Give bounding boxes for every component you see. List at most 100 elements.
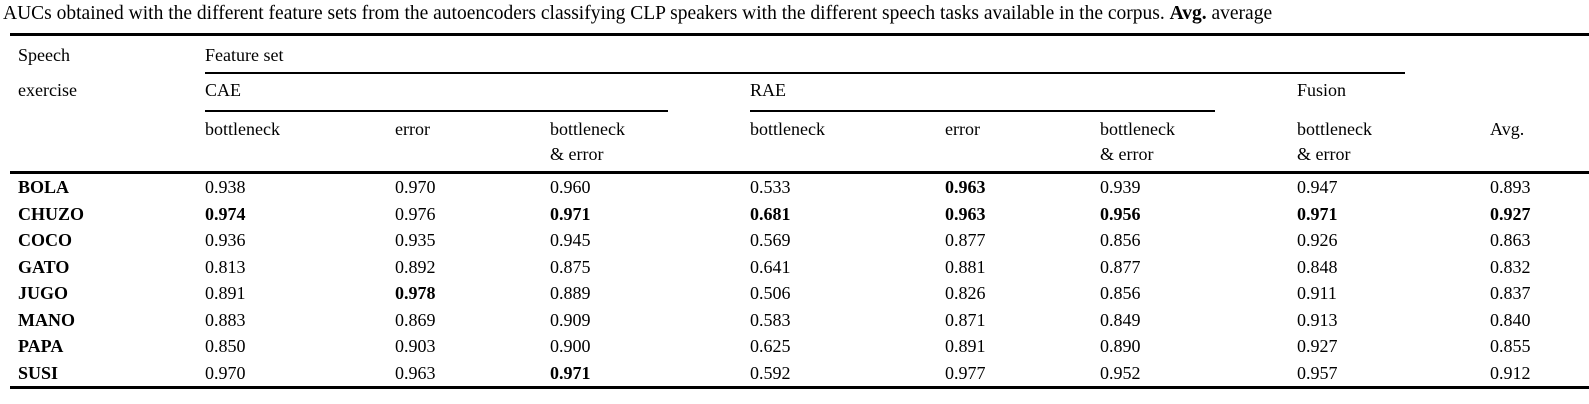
auc-value: 0.935 bbox=[395, 230, 436, 250]
auc-value: 0.837 bbox=[1490, 283, 1531, 303]
auc-value: 0.974 bbox=[205, 203, 246, 224]
group-header-cae: CAE bbox=[205, 74, 750, 112]
auc-value: 0.625 bbox=[750, 336, 791, 356]
auc-value: 0.900 bbox=[550, 336, 591, 356]
auc-value: 0.936 bbox=[205, 230, 246, 250]
auc-value: 0.971 bbox=[550, 203, 591, 224]
auc-value: 0.506 bbox=[750, 283, 791, 303]
auc-value: 0.891 bbox=[945, 336, 986, 356]
auc-value: 0.903 bbox=[395, 336, 436, 356]
auc-value: 0.892 bbox=[395, 256, 436, 277]
task-label: MANO bbox=[18, 309, 75, 330]
auc-value: 0.890 bbox=[1100, 336, 1141, 356]
auc-value: 0.956 bbox=[1100, 203, 1141, 224]
auc-value: 0.592 bbox=[750, 359, 945, 389]
auc-value: 0.881 bbox=[945, 256, 986, 277]
auc-value: 0.911 bbox=[1297, 283, 1337, 303]
table-row: GATO 0.813 0.892 0.875 0.641 0.881 0.877… bbox=[10, 254, 1589, 281]
auc-value: 0.813 bbox=[205, 256, 246, 277]
subheader-cae-bottleneck-error: bottleneck & error bbox=[550, 112, 750, 174]
auc-value: 0.963 bbox=[945, 177, 986, 197]
table-row: CHUZO 0.974 0.976 0.971 0.681 0.963 0.95… bbox=[10, 201, 1589, 228]
auc-value: 0.970 bbox=[395, 177, 436, 197]
table-row: COCO 0.936 0.935 0.945 0.569 0.877 0.856… bbox=[10, 227, 1589, 254]
table-row: PAPA 0.850 0.903 0.900 0.625 0.891 0.890… bbox=[10, 333, 1589, 360]
avg-header-spacer2 bbox=[1490, 74, 1589, 112]
table-row: SUSI 0.970 0.963 0.971 0.592 0.977 0.952… bbox=[10, 359, 1589, 389]
auc-value: 0.855 bbox=[1490, 336, 1531, 356]
table-row: JUGO 0.891 0.978 0.889 0.506 0.826 0.856… bbox=[10, 280, 1589, 307]
subheader-avg: Avg. bbox=[1490, 112, 1589, 174]
auc-value: 0.952 bbox=[1100, 359, 1297, 389]
auc-value: 0.927 bbox=[1490, 203, 1531, 224]
table-row: BOLA 0.938 0.970 0.960 0.533 0.963 0.939… bbox=[10, 173, 1589, 201]
subheader-fusion-bottleneck-error: bottleneck & error bbox=[1297, 112, 1491, 174]
auc-value: 0.913 bbox=[1297, 309, 1338, 330]
auc-value: 0.909 bbox=[550, 309, 591, 330]
group-header-rae: RAE bbox=[750, 74, 1297, 112]
auc-value: 0.891 bbox=[205, 283, 246, 303]
auc-value: 0.877 bbox=[945, 230, 986, 250]
auc-value: 0.939 bbox=[1100, 177, 1141, 197]
auc-value: 0.869 bbox=[395, 309, 436, 330]
auc-value: 0.832 bbox=[1490, 256, 1531, 277]
auc-value: 0.947 bbox=[1297, 177, 1338, 197]
rae-label: RAE bbox=[750, 80, 786, 100]
group-header-fusion: Fusion bbox=[1297, 74, 1490, 112]
auc-value: 0.856 bbox=[1100, 230, 1141, 250]
auc-value: 0.960 bbox=[550, 177, 591, 197]
task-label: PAPA bbox=[18, 336, 64, 356]
auc-value: 0.863 bbox=[1490, 230, 1531, 250]
auc-value: 0.883 bbox=[205, 309, 246, 330]
auc-value: 0.963 bbox=[395, 359, 550, 389]
auc-value: 0.912 bbox=[1490, 359, 1589, 389]
auc-table: Speech Feature set exercise CAE RAE bbox=[10, 33, 1589, 389]
speech-header-line2: exercise bbox=[18, 80, 77, 100]
auc-value: 0.970 bbox=[205, 359, 395, 389]
subheader-spacer bbox=[10, 112, 205, 174]
auc-value: 0.938 bbox=[205, 177, 246, 197]
feature-set-underline bbox=[205, 72, 1406, 74]
auc-value: 0.840 bbox=[1490, 309, 1531, 330]
caption-bold-term: Avg. bbox=[1169, 3, 1207, 24]
auc-value: 0.971 bbox=[1297, 203, 1338, 224]
auc-value: 0.971 bbox=[550, 359, 750, 389]
rae-underline bbox=[750, 110, 1215, 112]
auc-value: 0.945 bbox=[550, 230, 591, 250]
cae-label: CAE bbox=[205, 80, 241, 100]
task-label: GATO bbox=[18, 256, 70, 277]
task-label: CHUZO bbox=[18, 203, 85, 224]
auc-value: 0.875 bbox=[550, 256, 591, 277]
speech-header-line1: Speech bbox=[10, 33, 205, 74]
caption-suffix: average bbox=[1206, 3, 1273, 24]
auc-value: 0.848 bbox=[1297, 256, 1338, 277]
feature-set-header: Feature set bbox=[205, 33, 1491, 74]
task-label: BOLA bbox=[18, 177, 70, 197]
task-label: COCO bbox=[18, 230, 72, 250]
subheader-rae-bottleneck-error: bottleneck & error bbox=[1100, 112, 1297, 174]
subheader-rae-bottleneck: bottleneck bbox=[750, 112, 945, 174]
caption-text: AUCs obtained with the different feature… bbox=[3, 3, 1170, 24]
auc-value: 0.681 bbox=[750, 203, 791, 224]
task-label: JUGO bbox=[18, 283, 69, 303]
auc-value: 0.877 bbox=[1100, 256, 1141, 277]
auc-value: 0.850 bbox=[205, 336, 246, 356]
subheader-cae-bottleneck: bottleneck bbox=[205, 112, 395, 174]
auc-value: 0.871 bbox=[945, 309, 986, 330]
cae-underline bbox=[205, 110, 669, 112]
feature-set-label: Feature set bbox=[205, 45, 284, 65]
fusion-label: Fusion bbox=[1297, 80, 1347, 100]
auc-value: 0.926 bbox=[1297, 230, 1338, 250]
auc-value: 0.856 bbox=[1100, 283, 1141, 303]
auc-value: 0.978 bbox=[395, 283, 436, 303]
avg-header-spacer bbox=[1490, 33, 1589, 74]
table-row: MANO 0.883 0.869 0.909 0.583 0.871 0.849… bbox=[10, 307, 1589, 334]
auc-value: 0.569 bbox=[750, 230, 791, 250]
auc-value: 0.927 bbox=[1297, 336, 1338, 356]
subheader-rae-error: error bbox=[945, 112, 1100, 174]
task-label: SUSI bbox=[10, 359, 205, 389]
auc-value: 0.893 bbox=[1490, 177, 1531, 197]
auc-value: 0.849 bbox=[1100, 309, 1141, 330]
auc-value: 0.976 bbox=[395, 203, 436, 224]
